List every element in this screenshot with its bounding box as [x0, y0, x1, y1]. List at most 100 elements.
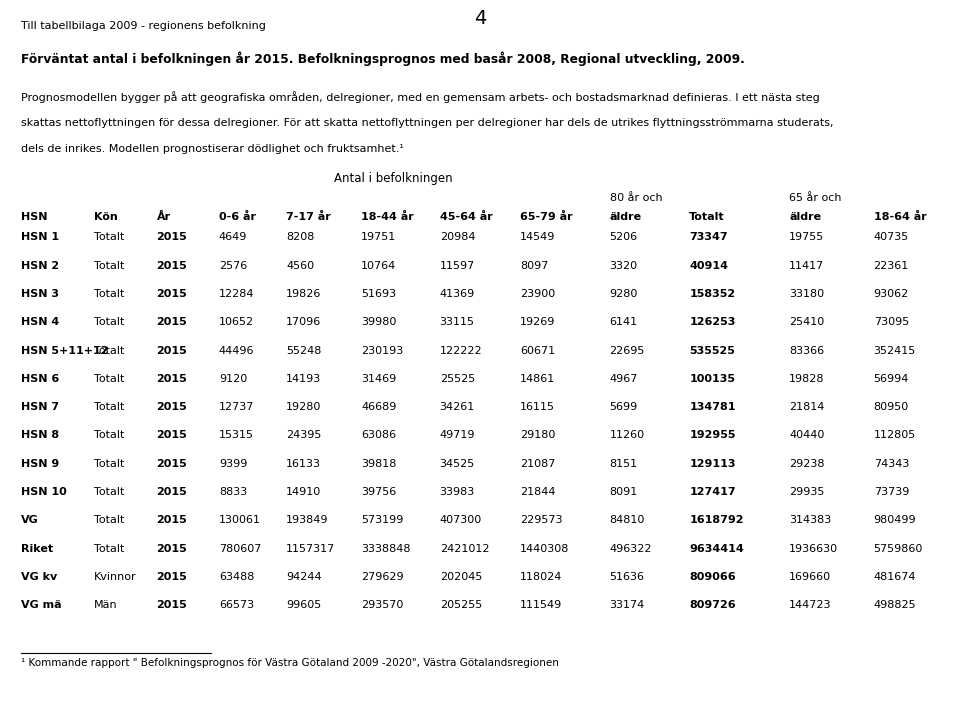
Text: 51636: 51636	[610, 572, 644, 582]
Text: 23900: 23900	[520, 289, 556, 299]
Text: 100135: 100135	[689, 374, 735, 384]
Text: 1157317: 1157317	[286, 544, 335, 554]
Text: 5699: 5699	[610, 402, 637, 412]
Text: Till tabellbilaga 2009 - regionens befolkning: Till tabellbilaga 2009 - regionens befol…	[21, 21, 266, 31]
Text: 2015: 2015	[156, 232, 187, 242]
Text: 15315: 15315	[219, 430, 253, 440]
Text: 16133: 16133	[286, 459, 321, 469]
Text: Totalt: Totalt	[689, 212, 725, 222]
Text: 22695: 22695	[610, 346, 645, 355]
Text: 1618792: 1618792	[689, 515, 744, 525]
Text: 2015: 2015	[156, 317, 187, 327]
Text: 94244: 94244	[286, 572, 322, 582]
Text: 39756: 39756	[361, 487, 396, 497]
Text: VG kv: VG kv	[21, 572, 58, 582]
Text: 111549: 111549	[520, 600, 563, 610]
Text: Totalt: Totalt	[94, 261, 125, 270]
Text: HSN 5+11+12: HSN 5+11+12	[21, 346, 108, 355]
Text: Kvinnor: Kvinnor	[94, 572, 136, 582]
Text: ¹ Kommande rapport " Befolkningsprognos för Västra Götaland 2009 -2020", Västra : ¹ Kommande rapport " Befolkningsprognos …	[21, 658, 559, 668]
Text: 202045: 202045	[440, 572, 482, 582]
Text: 39980: 39980	[361, 317, 396, 327]
Text: 12284: 12284	[219, 289, 254, 299]
Text: 2015: 2015	[156, 600, 187, 610]
Text: HSN 9: HSN 9	[21, 459, 60, 469]
Text: 9280: 9280	[610, 289, 638, 299]
Text: 481674: 481674	[874, 572, 916, 582]
Text: Prognosmodellen bygger på att geografiska områden, delregioner, med en gemensam : Prognosmodellen bygger på att geografisk…	[21, 91, 820, 103]
Text: 7-17 år: 7-17 år	[286, 212, 331, 222]
Text: 33174: 33174	[610, 600, 645, 610]
Text: Totalt: Totalt	[94, 515, 125, 525]
Text: 93062: 93062	[874, 289, 909, 299]
Text: 65-79 år: 65-79 år	[520, 212, 573, 222]
Text: 158352: 158352	[689, 289, 735, 299]
Text: HSN: HSN	[21, 212, 48, 222]
Text: 3320: 3320	[610, 261, 637, 270]
Text: 19269: 19269	[520, 317, 556, 327]
Text: Totalt: Totalt	[94, 402, 125, 412]
Text: 144723: 144723	[789, 600, 831, 610]
Text: 0-6 år: 0-6 år	[219, 212, 256, 222]
Text: 24395: 24395	[286, 430, 322, 440]
Text: 34261: 34261	[440, 402, 475, 412]
Text: 498825: 498825	[874, 600, 916, 610]
Text: 980499: 980499	[874, 515, 916, 525]
Text: Totalt: Totalt	[94, 232, 125, 242]
Text: HSN 10: HSN 10	[21, 487, 67, 497]
Text: Riket: Riket	[21, 544, 53, 554]
Text: Totalt: Totalt	[94, 289, 125, 299]
Text: 279629: 279629	[361, 572, 403, 582]
Text: 11597: 11597	[440, 261, 475, 270]
Text: 809066: 809066	[689, 572, 736, 582]
Text: 2015: 2015	[156, 346, 187, 355]
Text: 8151: 8151	[610, 459, 637, 469]
Text: 21844: 21844	[520, 487, 556, 497]
Text: 20984: 20984	[440, 232, 475, 242]
Text: Kön: Kön	[94, 212, 118, 222]
Text: 229573: 229573	[520, 515, 563, 525]
Text: äldre: äldre	[789, 212, 821, 222]
Text: Män: Män	[94, 600, 118, 610]
Text: 16115: 16115	[520, 402, 555, 412]
Text: 19826: 19826	[286, 289, 322, 299]
Text: Totalt: Totalt	[94, 374, 125, 384]
Text: 65 år och: 65 år och	[789, 193, 842, 203]
Text: 129113: 129113	[689, 459, 735, 469]
Text: 19828: 19828	[789, 374, 825, 384]
Text: 21087: 21087	[520, 459, 556, 469]
Text: 99605: 99605	[286, 600, 322, 610]
Text: 407300: 407300	[440, 515, 482, 525]
Text: 9120: 9120	[219, 374, 247, 384]
Text: 33983: 33983	[440, 487, 475, 497]
Text: 352415: 352415	[874, 346, 916, 355]
Text: Totalt: Totalt	[94, 346, 125, 355]
Text: 17096: 17096	[286, 317, 322, 327]
Text: 11417: 11417	[789, 261, 825, 270]
Text: HSN 8: HSN 8	[21, 430, 60, 440]
Text: 5759860: 5759860	[874, 544, 923, 554]
Text: 84810: 84810	[610, 515, 645, 525]
Text: 12737: 12737	[219, 402, 254, 412]
Text: 33115: 33115	[440, 317, 474, 327]
Text: 29238: 29238	[789, 459, 825, 469]
Text: 2015: 2015	[156, 459, 187, 469]
Text: VG mä: VG mä	[21, 600, 61, 610]
Text: 6141: 6141	[610, 317, 637, 327]
Text: 112805: 112805	[874, 430, 916, 440]
Text: 45-64 år: 45-64 år	[440, 212, 492, 222]
Text: HSN 7: HSN 7	[21, 402, 60, 412]
Text: 2015: 2015	[156, 544, 187, 554]
Text: Totalt: Totalt	[94, 544, 125, 554]
Text: 63086: 63086	[361, 430, 396, 440]
Text: 31469: 31469	[361, 374, 396, 384]
Text: 63488: 63488	[219, 572, 254, 582]
Text: Totalt: Totalt	[94, 317, 125, 327]
Text: 22361: 22361	[874, 261, 909, 270]
Text: 1440308: 1440308	[520, 544, 569, 554]
Text: dels de inrikes. Modellen prognostiserar dödlighet och fruktsamhet.¹: dels de inrikes. Modellen prognostiserar…	[21, 144, 404, 154]
Text: 39818: 39818	[361, 459, 396, 469]
Text: 122222: 122222	[440, 346, 482, 355]
Text: HSN 3: HSN 3	[21, 289, 60, 299]
Text: 4967: 4967	[610, 374, 638, 384]
